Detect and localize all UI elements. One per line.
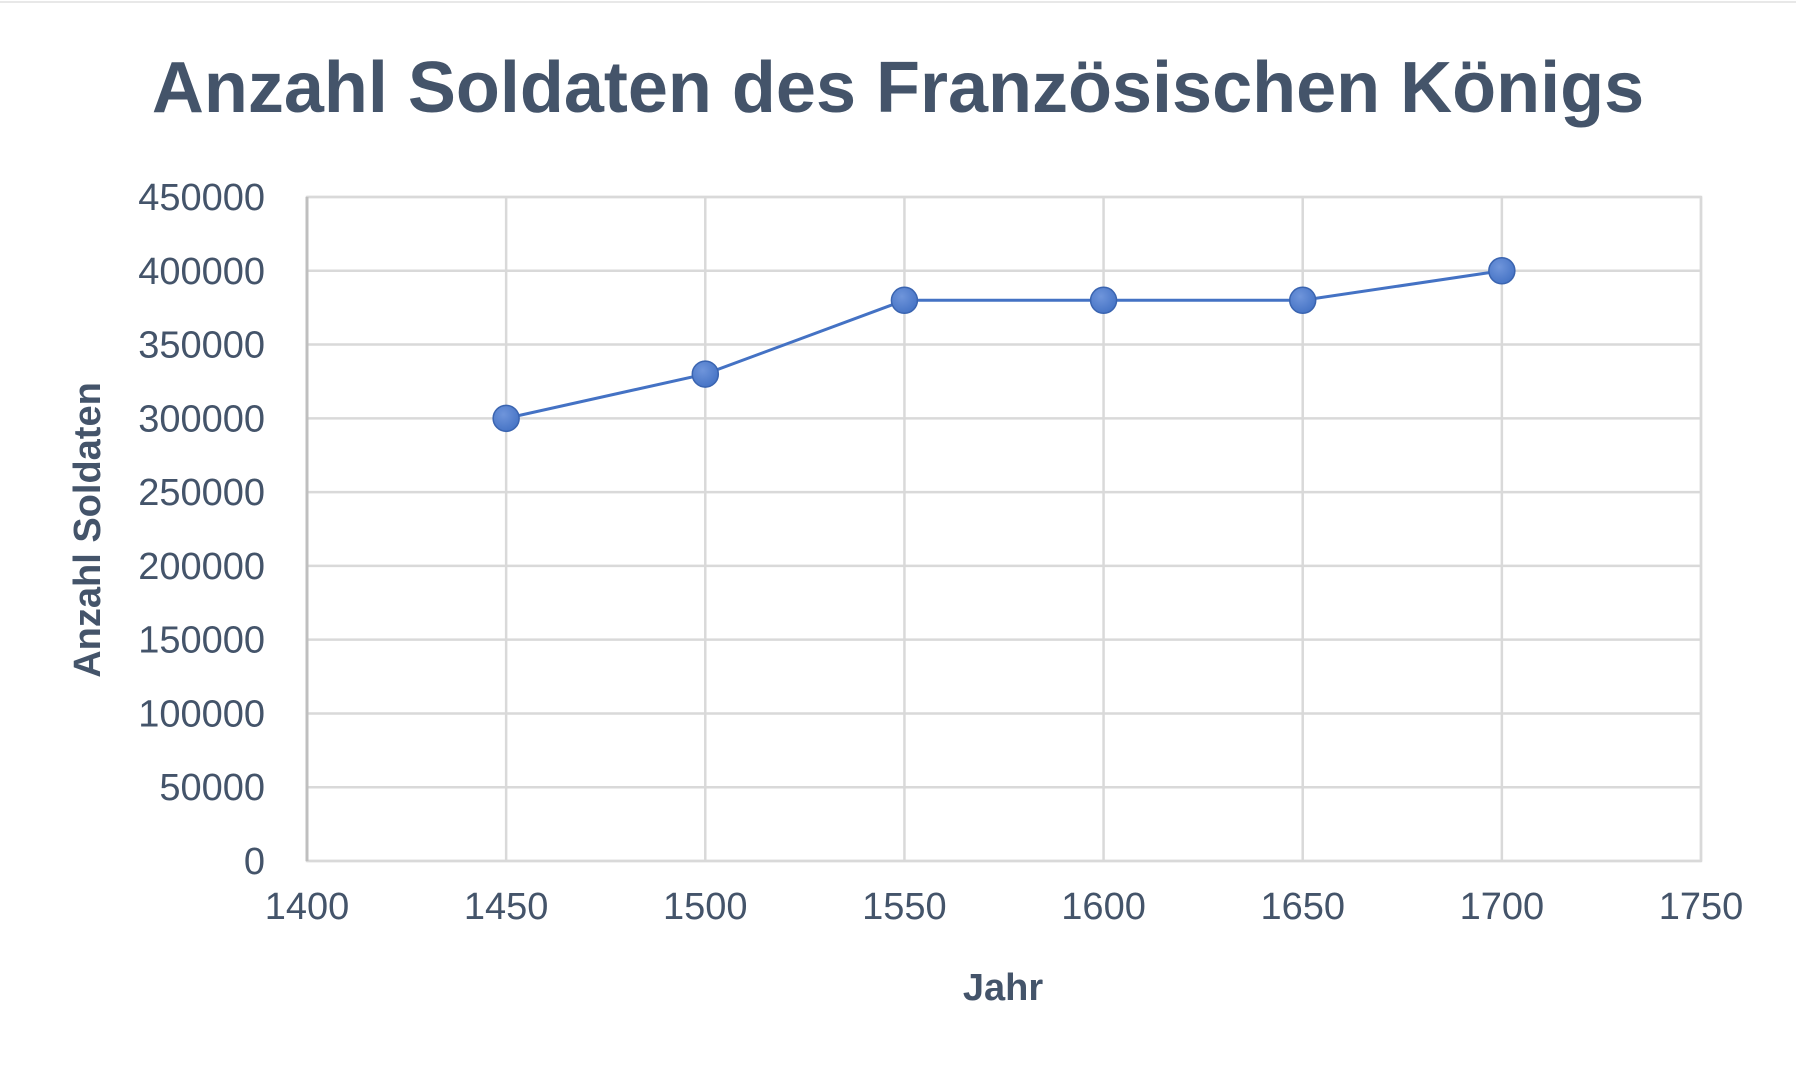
- chart-title: Anzahl Soldaten des Französischen Königs: [152, 48, 1644, 128]
- y-tick-label: 0: [244, 841, 265, 883]
- data-point: [1089, 286, 1118, 315]
- y-tick-label: 150000: [138, 620, 265, 662]
- x-tick-label: 1400: [265, 886, 350, 928]
- x-tick-label: 1500: [663, 886, 748, 928]
- y-tick-label: 100000: [138, 693, 265, 735]
- y-tick-label: 50000: [159, 767, 265, 809]
- y-tick-label: 400000: [138, 251, 265, 293]
- series: [492, 257, 1516, 433]
- axes: 0 50000 100000 150000 200000 250000 300000 3500…: [138, 177, 1743, 928]
- data-point: [1488, 257, 1516, 285]
- x-tick-label: 1700: [1460, 886, 1545, 928]
- y-tick-label: 250000: [138, 472, 265, 514]
- data-point: [1288, 286, 1317, 315]
- plot-area: [305, 195, 1703, 863]
- data-point: [691, 360, 720, 388]
- x-axis-title: Jahr: [963, 967, 1043, 1009]
- x-tick-label: 1650: [1260, 886, 1345, 928]
- y-tick-label: 200000: [138, 546, 265, 588]
- series-line: [505, 269, 1503, 420]
- y-tick-label: 350000: [138, 325, 265, 367]
- x-tick-label: 1550: [862, 886, 947, 928]
- y-tick-label: 300000: [138, 398, 265, 440]
- data-point: [890, 286, 919, 315]
- grid: [305, 195, 1703, 863]
- x-tick-label: 1450: [464, 886, 549, 928]
- data-point: [492, 404, 520, 433]
- y-axis-title: Anzahl Soldaten: [67, 382, 109, 678]
- x-tick-label: 1600: [1061, 886, 1146, 928]
- x-tick-label: 1750: [1659, 886, 1744, 928]
- y-tick-label: 450000: [138, 177, 265, 219]
